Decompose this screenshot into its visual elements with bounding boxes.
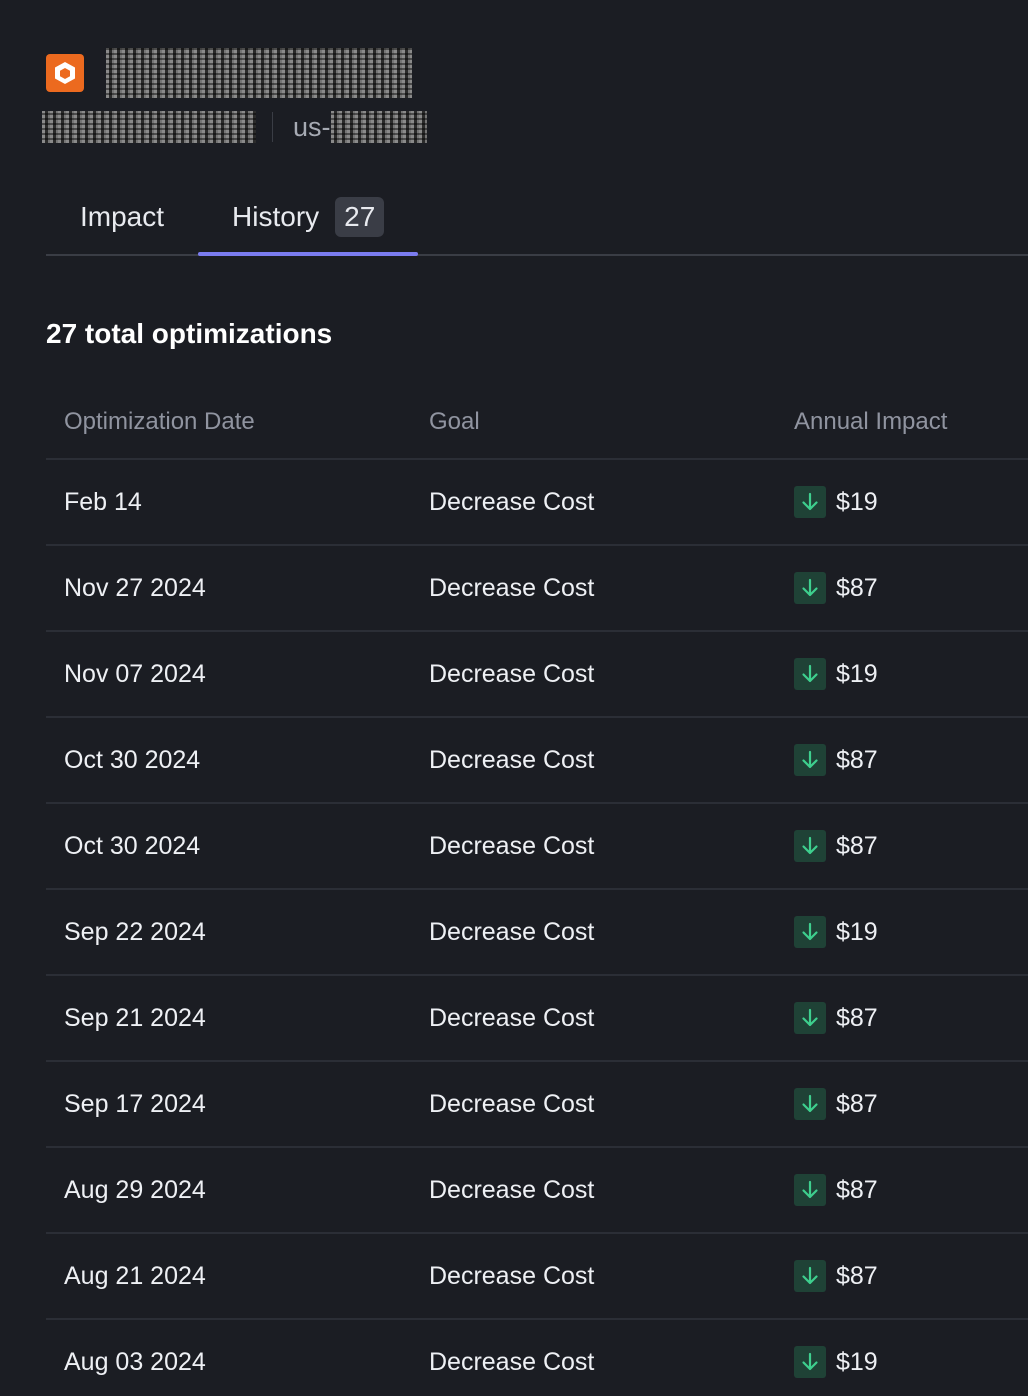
optimization-date: Nov 27 2024 <box>64 573 206 602</box>
annual-impact-value: $19 <box>836 1347 878 1376</box>
region-prefix: us- <box>293 111 331 142</box>
tab-impact-label: Impact <box>80 201 165 232</box>
redacted-resource-name <box>106 48 412 98</box>
arrow-down-icon <box>794 1260 826 1292</box>
optimization-date: Aug 29 2024 <box>64 1175 206 1204</box>
resource-title-row <box>46 48 427 98</box>
annual-impact-value: $19 <box>836 917 878 946</box>
arrow-down-icon <box>794 1346 826 1378</box>
annual-impact: $87 <box>776 1260 1028 1292</box>
tab-history[interactable]: History 27 <box>198 180 419 256</box>
annual-impact: $87 <box>776 744 1028 776</box>
region-label: us- <box>293 111 427 143</box>
redacted-account-id <box>42 111 256 143</box>
optimization-goal: Decrease Cost <box>429 659 595 688</box>
optimization-date: Oct 30 2024 <box>64 831 201 860</box>
annual-impact-value: $87 <box>836 1175 878 1204</box>
optimization-goal: Decrease Cost <box>429 1003 595 1032</box>
optimization-date: Aug 21 2024 <box>64 1261 206 1290</box>
table-row[interactable]: Nov 07 2024 Decrease Cost $19 <box>46 632 1028 718</box>
resource-header: us- <box>42 48 427 144</box>
arrow-down-icon <box>794 1174 826 1206</box>
optimization-date: Feb 14 <box>64 487 142 516</box>
arrow-down-icon <box>794 916 826 948</box>
arrow-down-icon <box>794 1088 826 1120</box>
annual-impact-value: $87 <box>836 745 878 774</box>
annual-impact: $87 <box>776 1088 1028 1120</box>
annual-impact-value: $87 <box>836 1261 878 1290</box>
annual-impact-value: $19 <box>836 659 878 688</box>
arrow-down-icon <box>794 572 826 604</box>
arrow-down-icon <box>794 830 826 862</box>
optimization-goal: Decrease Cost <box>429 573 595 602</box>
optimization-date: Sep 21 2024 <box>64 1003 206 1032</box>
hexagon-logo-icon <box>46 54 84 92</box>
annual-impact: $19 <box>776 658 1028 690</box>
optimization-goal: Decrease Cost <box>429 487 595 516</box>
optimization-goal: Decrease Cost <box>429 831 595 860</box>
optimization-goal: Decrease Cost <box>429 745 595 774</box>
table-row[interactable]: Aug 29 2024 Decrease Cost $87 <box>46 1148 1028 1234</box>
table-row[interactable]: Aug 21 2024 Decrease Cost $87 <box>46 1234 1028 1320</box>
optimization-goal: Decrease Cost <box>429 1347 595 1376</box>
optimization-history-table: Optimization Date Goal Annual Impact Feb… <box>46 386 1028 1396</box>
optimization-goal: Decrease Cost <box>429 1175 595 1204</box>
optimization-date: Sep 17 2024 <box>64 1089 206 1118</box>
optimizations-summary-title: 27 total optimizations <box>46 318 333 349</box>
optimization-goal: Decrease Cost <box>429 1261 595 1290</box>
optimization-goal: Decrease Cost <box>429 1089 595 1118</box>
annual-impact-value: $87 <box>836 831 878 860</box>
history-count-badge: 27 <box>335 197 385 237</box>
annual-impact: $87 <box>776 1174 1028 1206</box>
table-row[interactable]: Sep 22 2024 Decrease Cost $19 <box>46 890 1028 976</box>
redacted-region-name <box>330 111 427 143</box>
annual-impact: $87 <box>776 1002 1028 1034</box>
table-row[interactable]: Aug 03 2024 Decrease Cost $19 <box>46 1320 1028 1396</box>
column-header-goal[interactable]: Goal <box>429 408 480 435</box>
arrow-down-icon <box>794 486 826 518</box>
tab-bar: Impact History 27 <box>46 180 1028 256</box>
resource-meta-row: us- <box>42 110 427 144</box>
table-row[interactable]: Oct 30 2024 Decrease Cost $87 <box>46 804 1028 890</box>
optimization-date: Nov 07 2024 <box>64 659 206 688</box>
annual-impact-value: $87 <box>836 573 878 602</box>
tab-impact[interactable]: Impact <box>46 180 198 254</box>
annual-impact: $87 <box>776 830 1028 862</box>
annual-impact-value: $87 <box>836 1089 878 1118</box>
arrow-down-icon <box>794 658 826 690</box>
annual-impact: $19 <box>776 1346 1028 1378</box>
optimization-date: Sep 22 2024 <box>64 917 206 946</box>
optimization-date: Oct 30 2024 <box>64 745 201 774</box>
meta-divider <box>272 112 273 142</box>
annual-impact-value: $87 <box>836 1003 878 1032</box>
arrow-down-icon <box>794 1002 826 1034</box>
column-header-date[interactable]: Optimization Date <box>64 408 255 435</box>
optimization-date: Aug 03 2024 <box>64 1347 206 1376</box>
table-header: Optimization Date Goal Annual Impact <box>46 386 1028 460</box>
annual-impact: $19 <box>776 916 1028 948</box>
table-row[interactable]: Feb 14 Decrease Cost $19 <box>46 460 1028 546</box>
table-row[interactable]: Oct 30 2024 Decrease Cost $87 <box>46 718 1028 804</box>
table-row[interactable]: Nov 27 2024 Decrease Cost $87 <box>46 546 1028 632</box>
table-row[interactable]: Sep 21 2024 Decrease Cost $87 <box>46 976 1028 1062</box>
annual-impact: $19 <box>776 486 1028 518</box>
annual-impact: $87 <box>776 572 1028 604</box>
arrow-down-icon <box>794 744 826 776</box>
optimization-goal: Decrease Cost <box>429 917 595 946</box>
table-body: Feb 14 Decrease Cost $19 Nov 27 2024 Decreas… <box>46 460 1028 1396</box>
annual-impact-value: $19 <box>836 487 878 516</box>
table-row[interactable]: Sep 17 2024 Decrease Cost $87 <box>46 1062 1028 1148</box>
column-header-impact[interactable]: Annual Impact <box>794 408 948 435</box>
tab-history-label: History <box>232 201 320 232</box>
